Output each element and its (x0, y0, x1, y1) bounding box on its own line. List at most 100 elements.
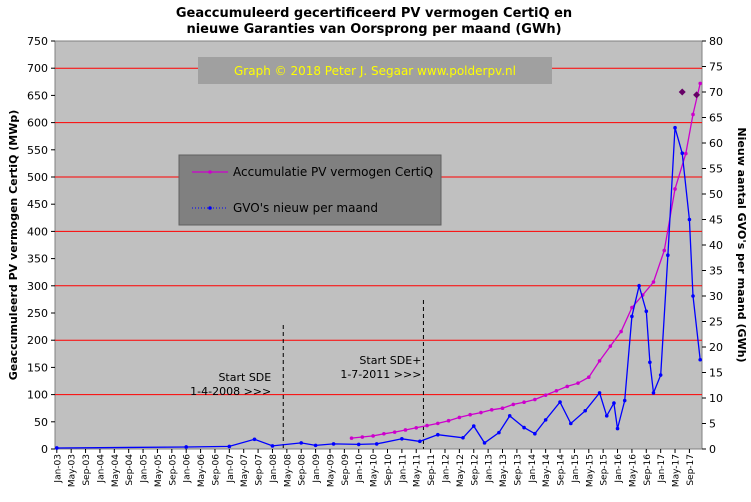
series-point (533, 431, 537, 436)
x-axis: Jan-03 May-03 Sep-03 Jan-04 May-04 Sep-04 Jan-… (53, 449, 696, 487)
left-tick-label: 0 (41, 443, 48, 456)
right-tick-label: 80 (709, 35, 723, 48)
x-tick-label: Jan-08 (269, 454, 279, 484)
series-point (554, 388, 559, 393)
x-tick-label: May-03 (68, 454, 78, 487)
left-tick-label: 700 (27, 62, 48, 75)
left-tick-label: 350 (27, 253, 48, 266)
x-tick-label: May-06 (197, 454, 207, 487)
legend-box (178, 154, 442, 226)
series-point (565, 384, 570, 389)
x-tick-label: Jan-09 (312, 454, 322, 484)
series-point (622, 398, 627, 403)
x-tick-label: Sep-14 (557, 454, 567, 486)
series-point (331, 442, 336, 446)
series-point (446, 418, 451, 423)
x-tick-label: May-07 (240, 454, 250, 487)
series-point (698, 357, 703, 362)
x-tick-label: Jan-03 (53, 454, 63, 484)
right-tick-label: 30 (709, 290, 723, 303)
right-tick-label: 60 (709, 137, 723, 150)
x-tick-label: Jan-17 (657, 454, 667, 484)
left-tick-label: 250 (27, 307, 48, 320)
x-tick-label: Sep-06 (211, 454, 221, 486)
series-point (360, 435, 365, 439)
x-tick-label: May-05 (154, 454, 164, 487)
series-point (374, 442, 379, 446)
x-tick-label: Jan-06 (183, 454, 193, 484)
left-tick-label: 650 (27, 89, 48, 102)
series-point (522, 425, 526, 430)
series-point (615, 426, 620, 431)
series-point (630, 314, 634, 319)
x-tick-label: May-15 (585, 454, 595, 487)
series-point (270, 444, 275, 448)
series-point (543, 418, 548, 422)
series-point (691, 112, 695, 117)
series-point (252, 437, 257, 442)
highlight-marker (678, 88, 686, 96)
x-tick-label: May-17 (672, 454, 682, 487)
x-tick-label: Sep-08 (298, 454, 308, 486)
series-point (403, 428, 408, 432)
x-tick-label: May-13 (499, 454, 509, 487)
series-point (54, 446, 59, 450)
series-point (425, 423, 429, 428)
right-tick-label: 40 (709, 239, 723, 252)
right-tick-label: 75 (709, 61, 723, 74)
series-layer (54, 81, 703, 450)
right-tick-label: 50 (709, 188, 723, 201)
series-point (299, 441, 304, 445)
x-tick-label: Sep-05 (168, 454, 178, 486)
x-tick-label: Sep-16 (643, 454, 653, 486)
series-point (489, 408, 494, 412)
x-tick-label: Jan-07 (226, 454, 236, 484)
highlight-marker (693, 91, 701, 99)
left-axis-label: Geaccumuleerd PV vermogen CertiQ (MWp) (7, 110, 20, 381)
x-tick-label: Sep-17 (686, 454, 696, 486)
legend-label-accumulatie: Accumulatie PV vermogen CertiQ (233, 165, 433, 179)
series-point (604, 414, 609, 418)
series-point (349, 436, 354, 440)
series-point (461, 435, 465, 440)
x-tick-label: Jan-04 (96, 454, 106, 484)
left-tick-label: 150 (27, 361, 48, 374)
series-point (356, 442, 361, 447)
series-point (619, 329, 623, 334)
right-axis-label: Nieuw aantal GVO's per maand (GWh) (735, 127, 748, 362)
series-point (612, 401, 616, 405)
series-point (558, 400, 562, 404)
series-point (583, 408, 587, 413)
x-tick-label: Jan-16 (614, 454, 624, 484)
right-tick-label: 35 (709, 265, 723, 278)
series-point (684, 151, 688, 156)
x-tick-label: Sep-11 (427, 454, 437, 486)
series-point (586, 375, 591, 379)
right-tick-label: 10 (709, 392, 723, 405)
left-axis: 0 50 100 150 200 250 300 350 400 450 500 550 600 650 7… (27, 35, 55, 456)
x-tick-label: May-11 (413, 454, 423, 487)
left-tick-label: 450 (27, 198, 48, 211)
x-tick-label: Sep-09 (341, 454, 351, 486)
x-tick-label: Jan-15 (571, 454, 581, 484)
left-tick-label: 500 (27, 171, 48, 184)
x-tick-label: Sep-03 (82, 454, 92, 486)
series-point (680, 151, 685, 155)
chart-title-line-2: nieuwe Garanties van Oorsprong per maand… (186, 22, 561, 37)
right-tick-label: 15 (709, 367, 723, 380)
right-tick-label: 5 (709, 418, 716, 431)
x-tick-label: Sep-12 (470, 454, 480, 486)
x-tick-label: Jan-05 (140, 454, 150, 484)
x-tick-label: May-16 (628, 454, 638, 487)
series-point (418, 439, 422, 444)
x-tick-label: May-09 (326, 454, 336, 487)
right-tick-label: 25 (709, 316, 723, 329)
series-point (658, 373, 663, 377)
right-tick-label: 20 (709, 341, 723, 354)
series-point (608, 344, 613, 348)
legend: Accumulatie PV vermogen CertiQ GVO's nie… (178, 154, 442, 226)
x-tick-label: Sep-10 (384, 454, 394, 486)
series-point (644, 309, 649, 314)
series-point (511, 402, 516, 407)
